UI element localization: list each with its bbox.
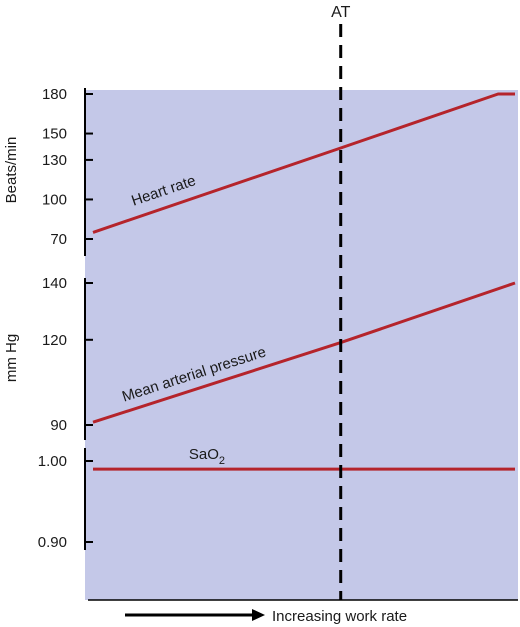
at-marker-label: AT (331, 4, 350, 21)
y-tick-label: 150 (42, 126, 67, 143)
y-tick-label: 120 (42, 332, 67, 349)
y-tick-label: 1.00 (38, 453, 67, 470)
x-axis-label: Increasing work rate (272, 608, 407, 625)
y-tick-label: 180 (42, 86, 67, 103)
series-label: SaO2 (189, 446, 225, 467)
axes: 70 100 130 150 180 Beats/min 90 120 140 mm Hg 0.90… (3, 86, 518, 601)
y-axis-title: Beats/min (3, 137, 20, 204)
y-axis-title: mm Hg (3, 334, 20, 382)
x-arrow-head (252, 609, 265, 621)
y-tick-label: 140 (42, 275, 67, 292)
plot-background (85, 90, 518, 600)
y-tick-label: 130 (42, 152, 67, 169)
y-tick-label: 70 (50, 231, 67, 248)
y-tick-label: 0.90 (38, 534, 67, 551)
y-tick-label: 90 (50, 417, 67, 434)
y-tick-label: 100 (42, 191, 67, 208)
series-line (92, 92, 515, 234)
